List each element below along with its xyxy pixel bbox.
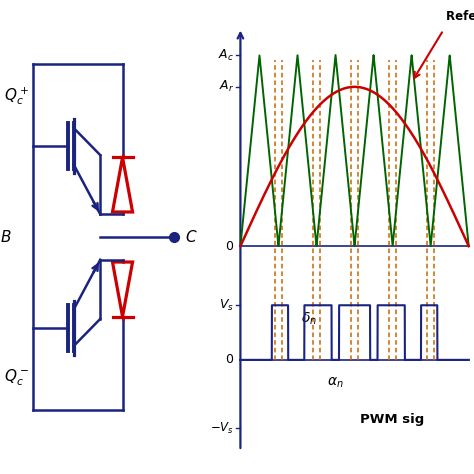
Text: $0$: $0$ xyxy=(225,239,234,253)
Text: $A_r$: $A_r$ xyxy=(219,79,234,94)
Text: $B$: $B$ xyxy=(0,229,11,245)
Text: $Q_c^+$: $Q_c^+$ xyxy=(4,85,29,107)
Text: PWM sig: PWM sig xyxy=(360,412,425,426)
Text: Reference sig: Reference sig xyxy=(446,10,474,23)
Text: $0$: $0$ xyxy=(225,353,234,366)
Text: $V_s$: $V_s$ xyxy=(219,298,234,313)
Text: $C$: $C$ xyxy=(185,229,198,245)
Text: $\delta_n$: $\delta_n$ xyxy=(301,311,317,327)
Text: $\alpha_n$: $\alpha_n$ xyxy=(327,375,344,390)
Text: $-V_s$: $-V_s$ xyxy=(210,420,234,436)
Text: $Q_c^-$: $Q_c^-$ xyxy=(4,368,29,388)
Text: $A_c$: $A_c$ xyxy=(218,47,234,63)
